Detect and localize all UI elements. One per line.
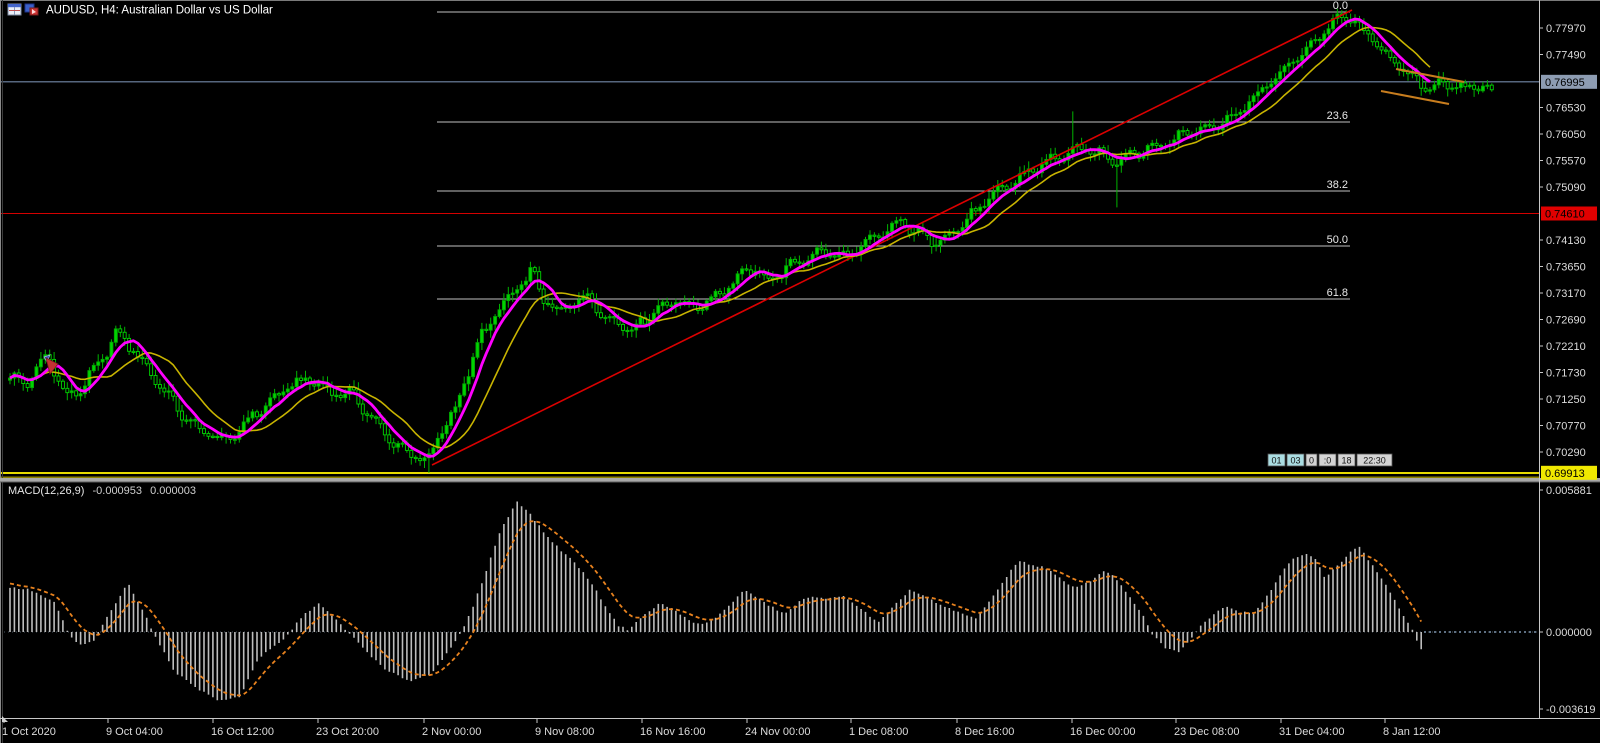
price-axis-label: 0.70770 xyxy=(1546,421,1586,433)
macd-axis-label: 0.000000 xyxy=(1546,627,1592,639)
svg-text:03: 03 xyxy=(1290,456,1300,466)
price-axis-label: 0.75570 xyxy=(1546,156,1586,168)
panel-splitter[interactable] xyxy=(0,478,1600,482)
session-tag xyxy=(1286,453,1305,467)
sell-arrow-marker[interactable] xyxy=(43,354,59,375)
time-axis-label: 23 Oct 20:00 xyxy=(316,726,379,738)
svg-text:01: 01 xyxy=(1271,456,1281,466)
fib-level-label: 23.6 xyxy=(1327,110,1348,122)
session-tag xyxy=(1356,453,1393,467)
time-axis-label: 31 Dec 04:00 xyxy=(1279,726,1344,738)
price-axis-label: 0.77970 xyxy=(1546,23,1586,35)
svg-text::0: :0 xyxy=(1324,456,1332,466)
price-axis-label: 0.74130 xyxy=(1546,235,1586,247)
fib-level-label: 0.0 xyxy=(1333,0,1348,12)
title-bar: AUDUSD, H4: Australian Dollar vs US Doll… xyxy=(7,3,273,17)
time-axis-label: 8 Dec 16:00 xyxy=(955,726,1014,738)
price-tag-label: 0.76995 xyxy=(1545,77,1585,89)
price-axis[interactable]: 0.77970 0.77490 0.76530 0.76050 0.75570 0.750… xyxy=(1539,0,1597,718)
macd-axis-label: -0.003619 xyxy=(1546,704,1596,716)
svg-text:22:30: 22:30 xyxy=(1363,456,1386,466)
price-axis-label: 0.73170 xyxy=(1546,288,1586,300)
fib-level-label: 38.2 xyxy=(1327,179,1348,191)
time-axis-label: 24 Nov 00:00 xyxy=(745,726,810,738)
session-tag xyxy=(1337,453,1356,467)
price-axis-label: 0.75090 xyxy=(1546,182,1586,194)
chart-shift-marker xyxy=(2,716,8,722)
trend-line[interactable] xyxy=(431,9,1353,466)
price-axis-label: 0.71250 xyxy=(1546,394,1586,406)
time-axis[interactable]: 1 Oct 2020 9 Oct 04:00 16 Oct 12:00 23 Oct … xyxy=(0,716,1600,738)
time-axis-label: 16 Oct 12:00 xyxy=(211,726,274,738)
price-tag-box xyxy=(1541,465,1597,480)
ma-fast-line xyxy=(9,17,1431,458)
session-tag xyxy=(1305,453,1318,467)
price-tag-box xyxy=(1541,206,1597,221)
macd-axis-label: 0.005881 xyxy=(1546,485,1592,497)
time-axis-label: 1 Oct 2020 xyxy=(2,726,56,738)
price-axis-label: 0.76050 xyxy=(1546,129,1586,141)
short-trend-line[interactable] xyxy=(1380,90,1450,105)
svg-text:0: 0 xyxy=(1309,456,1314,466)
price-axis-label: 0.77490 xyxy=(1546,50,1586,62)
price-axis-label: 0.73650 xyxy=(1546,262,1586,274)
ascending-trend-line[interactable] xyxy=(431,9,1353,466)
chart-shortcut-icon xyxy=(24,3,39,16)
chart-objects[interactable]: 01 03 0 :0 18 22:30 xyxy=(43,68,1465,467)
time-axis-label: 9 Oct 04:00 xyxy=(106,726,163,738)
chart-title: AUDUSD, H4: Australian Dollar vs US Doll… xyxy=(46,5,273,17)
price-axis-label: 0.72210 xyxy=(1546,341,1586,353)
time-axis-label: 9 Nov 08:00 xyxy=(535,726,594,738)
time-axis-label: 8 Jan 12:00 xyxy=(1383,726,1441,738)
price-axis-label: 0.76530 xyxy=(1546,103,1586,115)
price-tag-label: 0.69913 xyxy=(1545,468,1585,480)
horizontal-price-lines[interactable] xyxy=(0,81,1539,479)
price-tag-box xyxy=(1541,74,1597,89)
macd-signal-line xyxy=(9,520,1422,697)
macd-header: MACD(12,26,9) -0.000953 0.000003 xyxy=(8,485,196,497)
session-tag xyxy=(1318,453,1337,467)
price-axis-label: 0.72690 xyxy=(1546,315,1586,327)
moving-average-lines xyxy=(9,17,1431,458)
short-trend-line[interactable] xyxy=(1395,68,1465,83)
time-axis-label: 16 Dec 00:00 xyxy=(1070,726,1135,738)
macd-indicator-panel xyxy=(0,501,1539,701)
macd-label: MACD(12,26,9) -0.000953 0.000003 xyxy=(8,485,196,497)
time-axis-label: 16 Nov 16:00 xyxy=(640,726,705,738)
fib-level-label: 50.0 xyxy=(1327,234,1348,246)
price-axis-label: 0.71730 xyxy=(1546,368,1586,380)
svg-text:18: 18 xyxy=(1341,456,1351,466)
time-axis-label: 23 Dec 08:00 xyxy=(1174,726,1239,738)
fib-level-label: 61.8 xyxy=(1327,287,1348,299)
price-axis-label: 0.70290 xyxy=(1546,447,1586,459)
macd-histogram xyxy=(9,501,1422,701)
time-axis-label: 1 Dec 08:00 xyxy=(849,726,908,738)
session-tag xyxy=(1267,453,1286,467)
time-axis-label: 2 Nov 00:00 xyxy=(422,726,481,738)
price-tag-label: 0.74610 xyxy=(1545,209,1585,221)
grid-icon xyxy=(7,3,22,16)
